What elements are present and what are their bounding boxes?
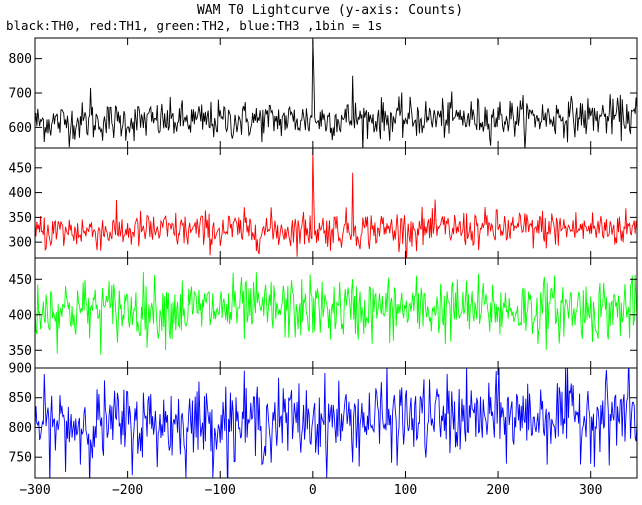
- panel-th1: 300 350 400 450: [9, 147, 638, 259]
- y-tick-label: 850: [9, 391, 32, 406]
- y-tick-label: 750: [9, 451, 32, 466]
- x-axis: −300 −200 −100 0 100 200 300: [19, 483, 602, 498]
- y-tick-label: 800: [9, 421, 32, 436]
- chart-panels: 600 700 800 300 350 400 450 350 400 450 750 800 850 9…: [9, 37, 638, 479]
- panel-th2: 350 400 450: [9, 257, 638, 369]
- y-tick-label: 350: [9, 211, 32, 226]
- y-tick-label: 800: [9, 52, 32, 67]
- x-tick-label: −200: [112, 483, 143, 498]
- series-line-th0: [35, 39, 637, 148]
- chart-title: WAM T0 Lightcurve (y-axis: Counts): [197, 3, 463, 18]
- y-tick-label: 350: [9, 344, 32, 359]
- series-line-th2: [35, 271, 637, 355]
- series-line-th1: [35, 148, 637, 258]
- y-tick-label: 450: [9, 161, 32, 176]
- y-tick-label: 400: [9, 308, 32, 323]
- y-tick-label: 900: [9, 362, 32, 377]
- y-tick-label: 400: [9, 186, 32, 201]
- panel-th3: 750 800 850 900: [9, 362, 638, 479]
- chart-subtitle: black:TH0, red:TH1, green:TH2, blue:TH3 …: [6, 18, 382, 33]
- x-tick-label: 0: [309, 483, 317, 498]
- y-tick-label: 700: [9, 87, 32, 102]
- y-tick-label: 600: [9, 121, 32, 136]
- x-tick-label: 300: [579, 483, 602, 498]
- x-tick-label: −100: [205, 483, 236, 498]
- panel-frame: [34, 367, 638, 479]
- series-line-th3: [35, 368, 637, 478]
- y-tick-label: 450: [9, 273, 32, 288]
- y-tick-label: 300: [9, 236, 32, 251]
- x-tick-label: 100: [394, 483, 417, 498]
- panel-th0: 600 700 800: [9, 37, 638, 149]
- x-tick-label: −300: [19, 483, 50, 498]
- x-tick-label: 200: [486, 483, 509, 498]
